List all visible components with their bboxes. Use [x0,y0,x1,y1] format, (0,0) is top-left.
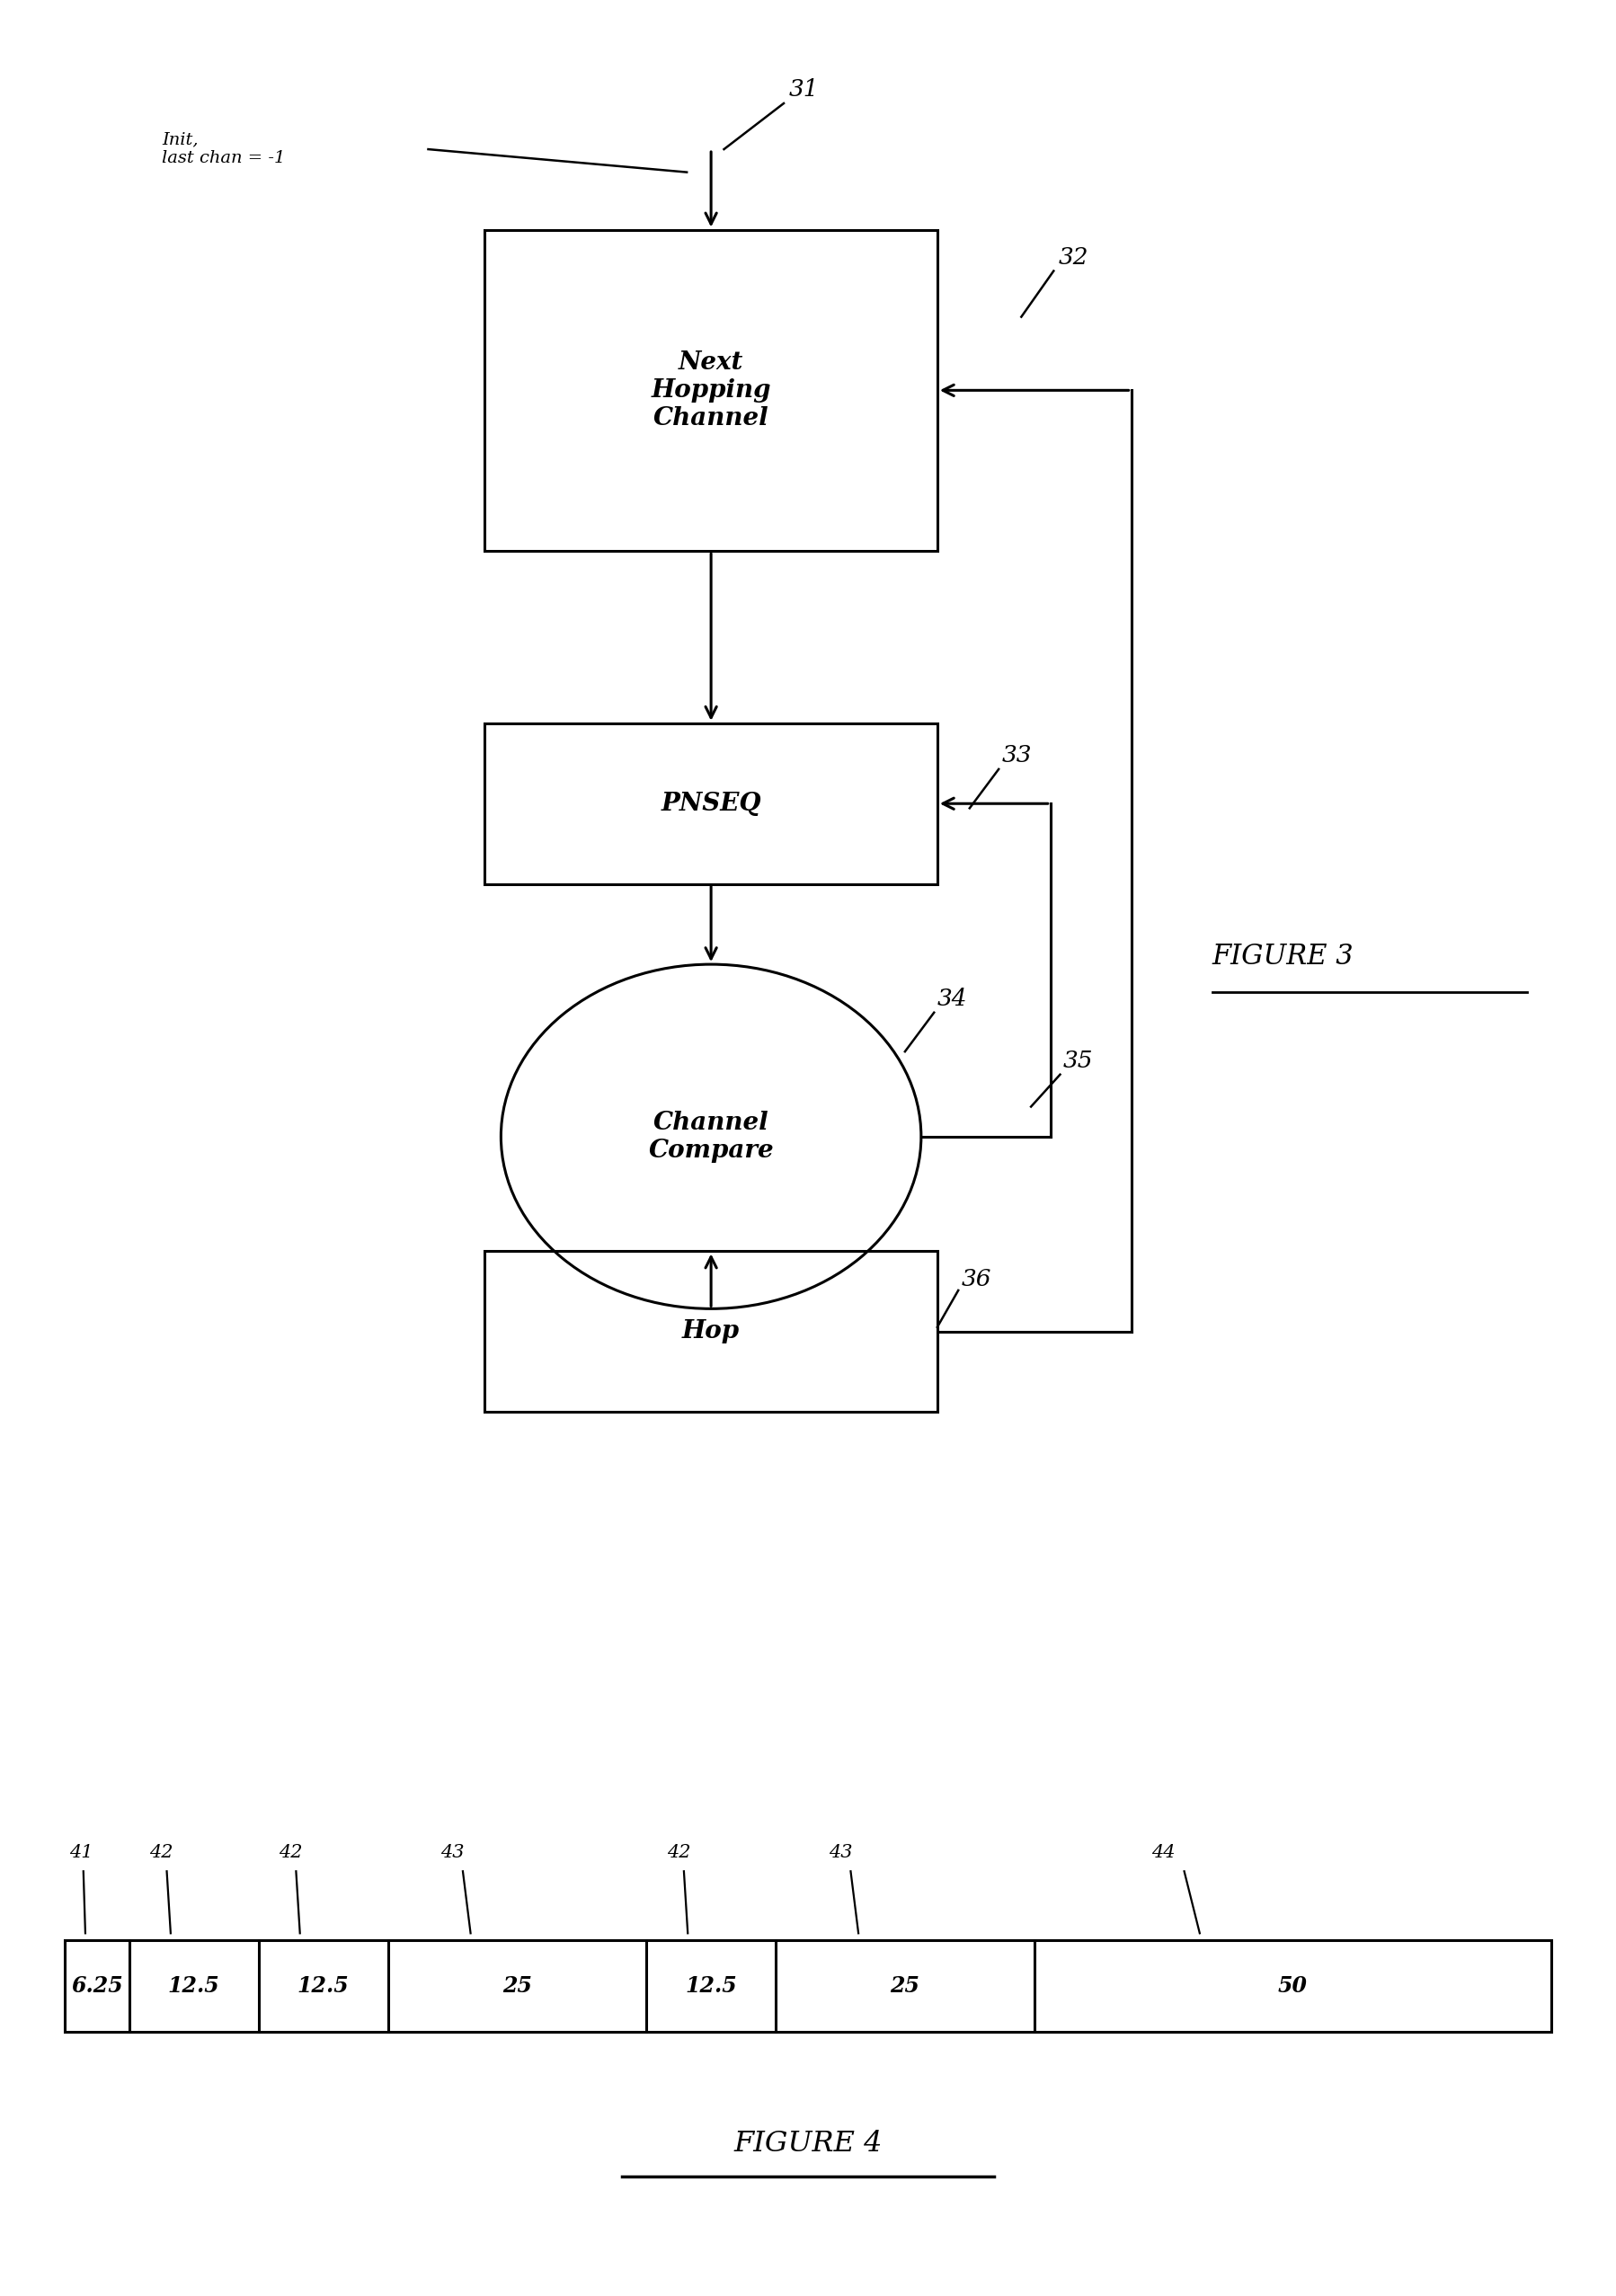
Text: 12.5: 12.5 [168,1975,220,1998]
Text: 31: 31 [789,78,819,101]
Text: 32: 32 [1058,246,1089,269]
Text: FIGURE 3: FIGURE 3 [1212,944,1354,971]
Text: 42: 42 [280,1844,302,1862]
Text: 6.25: 6.25 [71,1975,123,1998]
Text: 50: 50 [1278,1975,1307,1998]
Text: 33: 33 [1002,744,1033,767]
Text: 12.5: 12.5 [297,1975,349,1998]
Text: PNSEQ: PNSEQ [661,792,761,815]
Text: Hop: Hop [682,1320,740,1343]
Text: Channel
Compare: Channel Compare [648,1111,774,1162]
Text: 43: 43 [441,1844,464,1862]
Text: Init,
last chan = -1: Init, last chan = -1 [162,131,284,168]
Text: 25: 25 [890,1975,920,1998]
Text: 42: 42 [667,1844,690,1862]
Text: 12.5: 12.5 [685,1975,737,1998]
Text: 41: 41 [69,1844,92,1862]
Text: 25: 25 [503,1975,532,1998]
Bar [485,723,937,884]
Text: 42: 42 [150,1844,173,1862]
Text: 43: 43 [829,1844,852,1862]
Text: 36: 36 [962,1267,992,1290]
Text: 35: 35 [1063,1049,1094,1072]
Text: FIGURE 4: FIGURE 4 [734,2131,882,2158]
Bar [485,230,937,551]
Text: 34: 34 [937,987,968,1010]
Text: Next
Hopping
Channel: Next Hopping Channel [651,351,771,429]
Text: 44: 44 [1152,1844,1175,1862]
Bar [65,1940,1551,2032]
Bar [485,1251,937,1412]
